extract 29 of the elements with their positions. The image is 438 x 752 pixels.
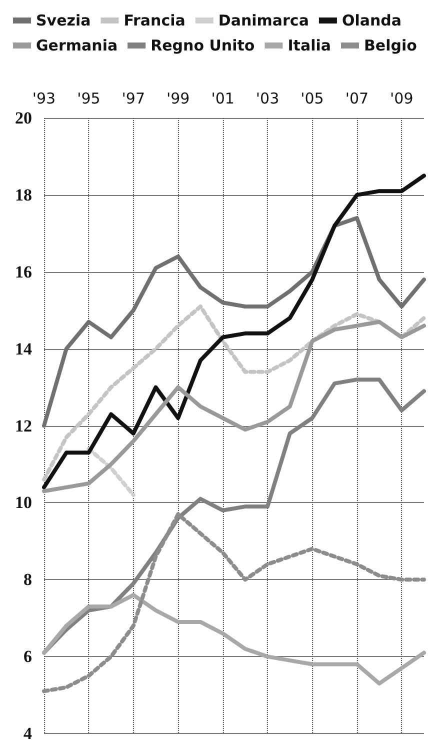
- y-tick-label: 6: [24, 647, 32, 666]
- line-series: [42, 593, 426, 686]
- x-tick-label: '95: [77, 90, 100, 108]
- legend-label: Francia: [124, 12, 186, 30]
- y-tick-label: 20: [15, 108, 32, 128]
- legend-label: Olanda: [342, 12, 402, 30]
- x-tick-label: '05: [300, 90, 324, 108]
- y-tick-label: 16: [15, 262, 32, 282]
- legend-label: Regno Unito: [150, 36, 255, 54]
- y-tick-label: 12: [15, 416, 32, 436]
- y-tick-label: 14: [15, 339, 32, 358]
- x-tick-label: '03: [256, 90, 280, 108]
- x-tick-label: '93: [32, 90, 56, 108]
- legend-label: Germania: [36, 36, 118, 54]
- x-tick-label: '01: [211, 90, 234, 108]
- legend-label: Danimarca: [218, 12, 309, 30]
- legend-label: Belgio: [364, 36, 417, 54]
- y-tick-label: 18: [15, 185, 32, 204]
- x-tick-label: '09: [390, 90, 414, 108]
- y-tick-label: 10: [15, 493, 32, 512]
- line-series: [42, 174, 426, 490]
- x-tick-label: '07: [345, 90, 369, 108]
- x-tick-label: '99: [166, 90, 190, 108]
- legend-label: Svezia: [36, 12, 91, 30]
- x-tick-label: '97: [122, 90, 146, 108]
- y-tick-label: 8: [24, 570, 32, 590]
- line-series: [42, 216, 426, 428]
- y-tick-label: 4: [24, 724, 32, 743]
- legend-label: Italia: [288, 36, 331, 54]
